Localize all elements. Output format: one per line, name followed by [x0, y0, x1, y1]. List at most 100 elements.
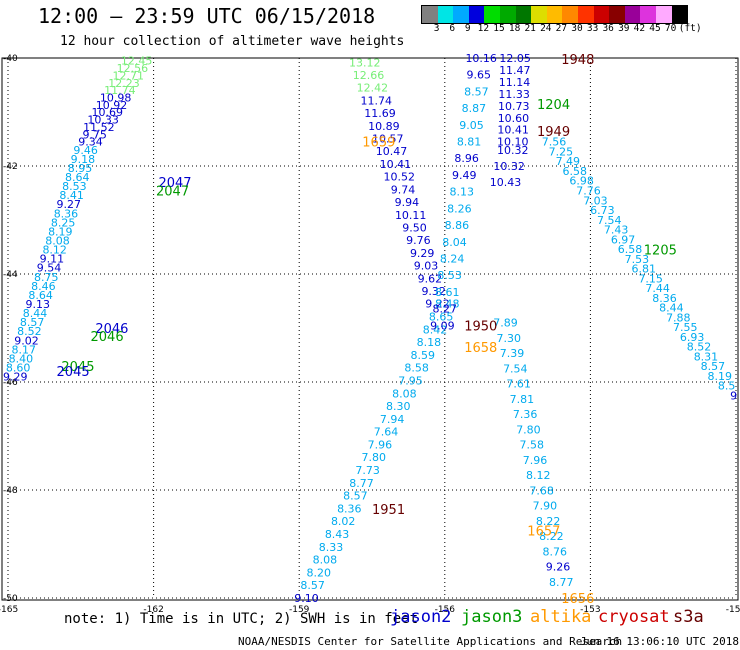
- wave-height-value: 11.69: [364, 107, 396, 120]
- wave-height-value: 7.81: [510, 393, 535, 406]
- legend-swatch: [655, 6, 672, 23]
- wave-height-value: 13.12: [349, 56, 381, 69]
- page-title: 12:00 – 23:59 UTC 06/15/2018: [38, 4, 376, 28]
- wave-height-value: 6.98: [569, 175, 594, 188]
- legend-threshold-label: 30: [571, 23, 583, 34]
- wave-height-value: 7.03: [583, 194, 608, 207]
- wave-height-value: 8.30: [386, 400, 411, 413]
- wave-height-value: 8.77: [549, 576, 574, 589]
- wave-height-value: 12.56: [117, 62, 149, 75]
- map-frame: [1, 57, 739, 601]
- wave-height-value: 8.57: [464, 85, 489, 98]
- wave-height-value: 8.86: [445, 219, 470, 232]
- wave-height-value: 10.10: [497, 136, 529, 149]
- wave-height-value: 12.42: [357, 82, 389, 95]
- wave-height-value: 9.94: [395, 196, 420, 209]
- legend-swatch: [437, 6, 454, 23]
- wave-height-value: 10.69: [92, 106, 124, 119]
- wave-height-value: 9.54: [37, 262, 62, 275]
- wave-height-value: 7.36: [513, 408, 538, 421]
- wave-height-value: 9.49: [452, 169, 477, 182]
- axis-ticks: -165 -162 -159 -156 -153 -150 -40 -42 -44 -46 -48 -…: [0, 54, 740, 615]
- wave-height-value: 8.19: [48, 225, 73, 238]
- wave-height-value: 8.19: [708, 370, 733, 383]
- lon-tick-label: -165: [0, 605, 18, 615]
- wave-height-value: 8.57: [343, 490, 368, 503]
- wave-height-value: 8.52: [17, 325, 42, 338]
- legend-threshold-label: 18: [508, 23, 521, 34]
- wave-height-value: 10.33: [87, 114, 119, 127]
- wave-height-value: 9.32: [421, 285, 446, 298]
- wave-height-value: 10.57: [372, 133, 404, 146]
- wave-height-value: 8.75: [34, 271, 59, 284]
- wave-height-value: 10.92: [96, 99, 128, 112]
- wave-height-value: 8.57: [701, 360, 726, 373]
- wave-height-value: 10.98: [100, 92, 132, 105]
- wave-height-value: 8.33: [319, 541, 344, 554]
- page-subtitle: 12 hour collection of altimeter wave hei…: [60, 34, 405, 49]
- wave-height-value: 12.05: [499, 52, 531, 65]
- wave-height-value: 8.95: [68, 162, 93, 175]
- wave-height-value: 10.60: [498, 112, 530, 125]
- wave-height-value: 8.22: [536, 515, 561, 528]
- legend-threshold-label: 33: [586, 23, 599, 34]
- altimeter-tracks: 13.1212.6612.4211.7411.6910.8910.5710.47…: [3, 52, 737, 605]
- wave-height-value: 10.43: [490, 176, 522, 189]
- lon-tick-label: -156: [435, 605, 456, 615]
- satellite-legend-jason3: jason3: [461, 607, 523, 627]
- pass-time-label: 1949: [537, 125, 570, 140]
- wave-height-value: 8.26: [447, 202, 472, 215]
- wave-height-value: 9.75: [82, 128, 107, 141]
- wave-height-value: 8.59: [410, 349, 435, 362]
- wave-height-value: 8.24: [440, 252, 465, 265]
- satellite-legend-jason2: jason2: [390, 607, 452, 627]
- legend-threshold-label: 70: [664, 23, 677, 34]
- wave-height-value: 9.50: [402, 221, 427, 234]
- legend-swatch: [422, 6, 438, 23]
- wave-height-value: 8.43: [325, 528, 350, 541]
- lon-tick-label: -153: [580, 605, 600, 615]
- wave-height-value: 9.46: [73, 144, 98, 157]
- wave-height-value: 11.74: [360, 94, 392, 107]
- pass-time-label: 1950: [464, 319, 497, 334]
- pass-time-label: 1204: [537, 98, 570, 113]
- legend-threshold-label: 42: [633, 23, 646, 34]
- pass-time-label: 1657: [527, 525, 560, 540]
- pass-time-label: 1659: [362, 136, 395, 151]
- legend-swatch: [515, 6, 532, 23]
- wave-height-value: 8.08: [45, 235, 70, 248]
- wave-height-value: 7.30: [496, 332, 521, 345]
- wave-height-value: 8.18: [417, 336, 442, 349]
- color-scale-legend: [421, 5, 689, 24]
- lon-tick-label: -159: [289, 605, 310, 615]
- wave-height-value: 8.57: [300, 579, 325, 592]
- wave-height-value: 11.14: [499, 76, 531, 89]
- legend-threshold-label: 39: [618, 23, 630, 34]
- pass-time-label: 1658: [464, 341, 497, 356]
- wave-height-value: 8.17: [11, 343, 36, 356]
- pass-time-label: 2045: [61, 360, 94, 375]
- wave-height-value: 9.11: [40, 253, 65, 266]
- wave-height-value: 7.94: [380, 413, 405, 426]
- lat-tick-label: -40: [3, 54, 18, 64]
- legend-threshold-label: 15: [493, 23, 505, 34]
- wave-height-value: 7.49: [556, 155, 581, 168]
- wave-height-value: 7.95: [398, 374, 423, 387]
- wave-height-value: 9.65: [467, 69, 492, 82]
- wave-height-value: 8.77: [349, 477, 374, 490]
- wave-height-value: 10.89: [368, 120, 400, 133]
- satellite-legend-s3a: s3a: [673, 607, 704, 627]
- wave-height-value: 8.65: [429, 310, 454, 323]
- wave-height-value: 8.48: [435, 298, 460, 311]
- wave-height-value: 6.81: [632, 263, 657, 276]
- wave-height-value: 8.53: [62, 180, 87, 193]
- wave-height-value: 8.5: [718, 380, 736, 393]
- legend-threshold-label: 3: [433, 23, 440, 34]
- satellite-legend-cryosat: cryosat: [598, 607, 670, 627]
- wave-height-value: 7.25: [549, 145, 574, 158]
- map-grid: [7, 57, 737, 599]
- wave-height-value: 7.68: [529, 484, 554, 497]
- legend-swatch: [546, 6, 563, 23]
- legend-swatch: [562, 6, 578, 23]
